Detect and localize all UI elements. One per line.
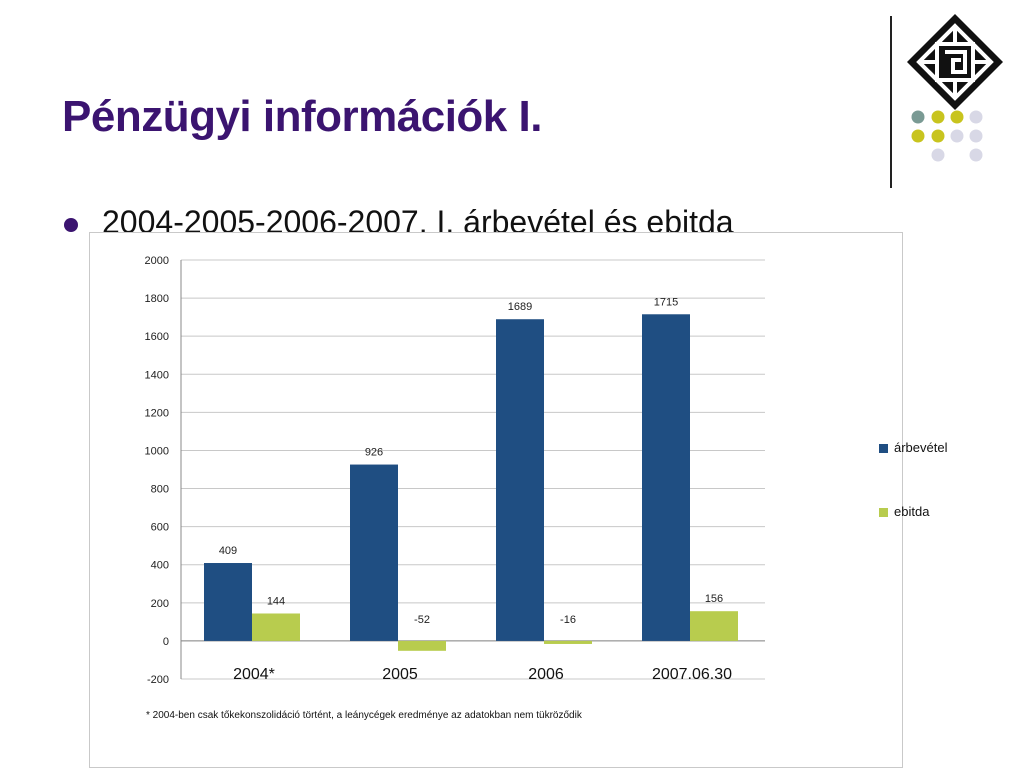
bar-arbevetel (642, 314, 690, 641)
slide-title: Pénzügyi információk I. (62, 92, 542, 141)
bar-arbevetel (496, 319, 544, 641)
legend-label-arbevetel: árbevétel (894, 440, 948, 455)
legend-swatch-ebitda (879, 508, 888, 517)
data-label: 156 (705, 593, 723, 605)
y-tick-label: 0 (163, 636, 169, 648)
data-label: 1689 (508, 301, 532, 313)
header-divider (890, 16, 892, 188)
data-label: 409 (219, 545, 237, 557)
y-tick-label: 1600 (145, 331, 169, 343)
chart-footnote: * 2004-ben csak tőkekonszolidáció történ… (146, 710, 582, 721)
y-tick-label: -200 (147, 674, 169, 686)
legend-swatch-arbevetel (879, 444, 888, 453)
maze-logo-icon (907, 14, 1003, 110)
x-category-label: 2004* (233, 666, 275, 683)
bar-ebitda (690, 611, 738, 641)
y-tick-label: 1400 (145, 369, 169, 381)
y-tick-label: 2000 (145, 255, 169, 267)
x-category-label: 2005 (382, 666, 418, 683)
bar-ebitda (252, 613, 300, 641)
data-label: 926 (365, 447, 383, 459)
bar-arbevetel (204, 563, 252, 641)
bar-arbevetel (350, 464, 398, 641)
y-tick-label: 1200 (145, 407, 169, 419)
bar-ebitda (544, 640, 592, 644)
y-tick-label: 1800 (145, 293, 169, 305)
y-tick-label: 1000 (145, 445, 169, 457)
y-tick-label: 600 (151, 522, 169, 534)
bullet-dot-icon (64, 218, 78, 232)
decorative-dots-icon (911, 110, 983, 162)
y-tick-label: 200 (151, 598, 169, 610)
data-label: 144 (267, 595, 285, 607)
y-tick-label: 800 (151, 484, 169, 496)
bar-chart: 2000180016001400120010008006004002000-20… (145, 255, 765, 686)
y-tick-label: 400 (151, 560, 169, 572)
x-category-label: 2007.06.30 (652, 666, 732, 683)
data-label: 1715 (654, 296, 678, 308)
data-label: -52 (414, 614, 430, 626)
data-label: -16 (560, 614, 576, 626)
bar-ebitda (398, 640, 446, 651)
x-category-label: 2006 (528, 666, 564, 683)
legend-label-ebitda: ebitda (894, 504, 930, 519)
chart-frame: 2000 1800 1600 1400 1200 1000 800 600 400 200 0 -20… (89, 232, 947, 768)
